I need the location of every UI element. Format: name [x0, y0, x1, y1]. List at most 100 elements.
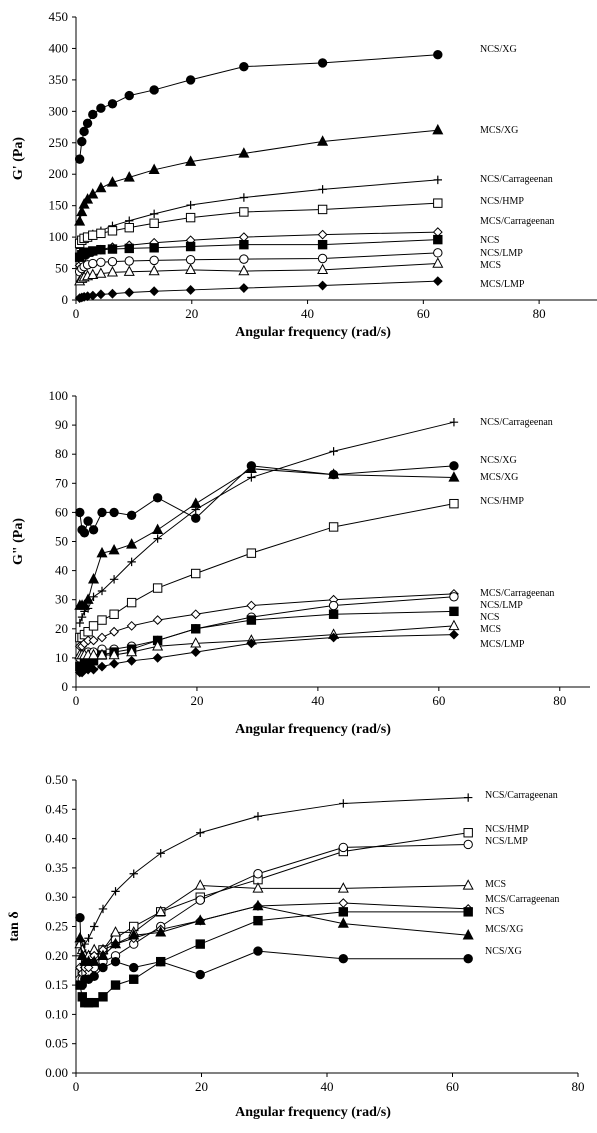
data-point — [126, 538, 138, 549]
data-point — [152, 523, 164, 535]
data-point — [449, 461, 459, 471]
data-point — [123, 265, 135, 276]
x-tick-label: 20 — [185, 306, 198, 321]
data-point — [190, 647, 201, 657]
data-point — [239, 193, 249, 202]
series-label: NCS/LMP — [480, 600, 523, 611]
data-point — [126, 645, 138, 657]
data-point — [448, 471, 460, 482]
chart-tan-delta: 0.00 0.05 0.10 0.15 0.20 0.25 0.30 0.35 0.40 0.45… — [7, 772, 585, 1120]
series-ncs-carrageenan — [75, 793, 473, 960]
series-ncs-xg — [75, 913, 473, 990]
series-line — [79, 263, 438, 282]
data-point — [124, 90, 134, 101]
data-point — [338, 842, 349, 853]
series-label: NCS/XG — [480, 44, 517, 55]
data-point — [328, 609, 339, 619]
data-point — [338, 907, 349, 917]
data-point — [432, 123, 444, 135]
data-point — [338, 898, 349, 908]
series-label: NCS/HMP — [480, 196, 524, 207]
data-point — [75, 507, 85, 518]
data-point — [110, 956, 121, 967]
series-label: MCS/Carrageenan — [485, 894, 559, 905]
data-point — [98, 992, 108, 1002]
y-tick-label: 350 — [49, 72, 69, 87]
data-point — [75, 913, 85, 923]
x-tick-label: 0 — [73, 693, 80, 708]
x-tick-label: 0 — [73, 1079, 80, 1094]
series-mcs-xg — [74, 123, 444, 226]
series-mcs — [74, 257, 444, 286]
series-line — [79, 129, 438, 222]
data-point — [194, 914, 206, 925]
data-point — [185, 263, 197, 275]
x-tick-label: 60 — [446, 1079, 459, 1094]
data-point — [109, 609, 119, 619]
data-point — [98, 904, 108, 914]
series-mcs-lmp — [74, 629, 459, 678]
data-point — [124, 222, 134, 233]
data-point — [148, 163, 160, 175]
data-point — [433, 248, 443, 258]
data-point — [79, 528, 90, 538]
data-point — [124, 243, 134, 254]
y-tick-label: 0.15 — [45, 977, 68, 992]
x-tick-label: 80 — [553, 693, 566, 708]
data-point — [96, 257, 106, 267]
data-point — [449, 629, 459, 640]
series-line — [79, 179, 438, 249]
y-tick-label: 100 — [49, 388, 69, 403]
y-tick-label: 0.50 — [45, 772, 68, 787]
data-point — [317, 253, 328, 264]
data-point — [75, 618, 85, 628]
data-point — [78, 599, 90, 610]
data-point — [317, 280, 328, 291]
data-point — [155, 905, 167, 917]
data-point — [449, 592, 459, 602]
y-tick-label: 20 — [55, 621, 68, 636]
data-point — [449, 498, 459, 509]
data-point — [328, 600, 339, 611]
data-point — [110, 980, 121, 990]
data-point — [88, 648, 100, 660]
data-point — [88, 635, 99, 646]
data-point — [84, 934, 93, 943]
data-point — [253, 915, 263, 926]
x-axis-label: Angular frequency (rad/s) — [235, 722, 391, 737]
series-line — [79, 503, 455, 639]
data-point — [77, 612, 87, 622]
data-point — [89, 922, 99, 931]
data-point — [239, 239, 249, 250]
data-point — [246, 600, 257, 611]
data-point — [246, 548, 257, 558]
data-point — [87, 290, 98, 301]
data-point — [89, 997, 99, 1008]
data-point — [463, 828, 473, 838]
x-tick-label: 60 — [432, 693, 445, 708]
y-axis-label: G' (Pa) — [11, 137, 26, 180]
series-ncs-carrageenan — [75, 175, 443, 253]
series-label: NCS/XG — [485, 946, 522, 957]
x-tick-label: 40 — [301, 306, 314, 321]
data-point — [152, 639, 164, 651]
data-point — [185, 241, 196, 252]
y-tick-label: 60 — [55, 504, 68, 519]
chart-storage-modulus: 0 50 100 150 200 250 300 350 400 450 0 20 40 60 80 Angu… — [11, 9, 597, 340]
y-tick-label: 50 — [55, 261, 68, 276]
data-point — [88, 258, 98, 269]
data-point — [88, 525, 99, 535]
x-axis-label: Angular frequency (rad/s) — [235, 325, 391, 340]
y-tick-label: 70 — [55, 475, 68, 490]
y-tick-label: 200 — [49, 166, 69, 181]
data-point — [97, 661, 107, 672]
series-label: MCS — [480, 624, 501, 635]
x-tick-label: 40 — [311, 693, 324, 708]
data-point — [463, 839, 473, 850]
series-line — [79, 468, 454, 607]
series-label: MCS — [480, 260, 501, 271]
data-point — [449, 606, 459, 617]
data-point — [195, 939, 205, 949]
data-point — [106, 266, 118, 277]
data-point — [129, 869, 138, 878]
